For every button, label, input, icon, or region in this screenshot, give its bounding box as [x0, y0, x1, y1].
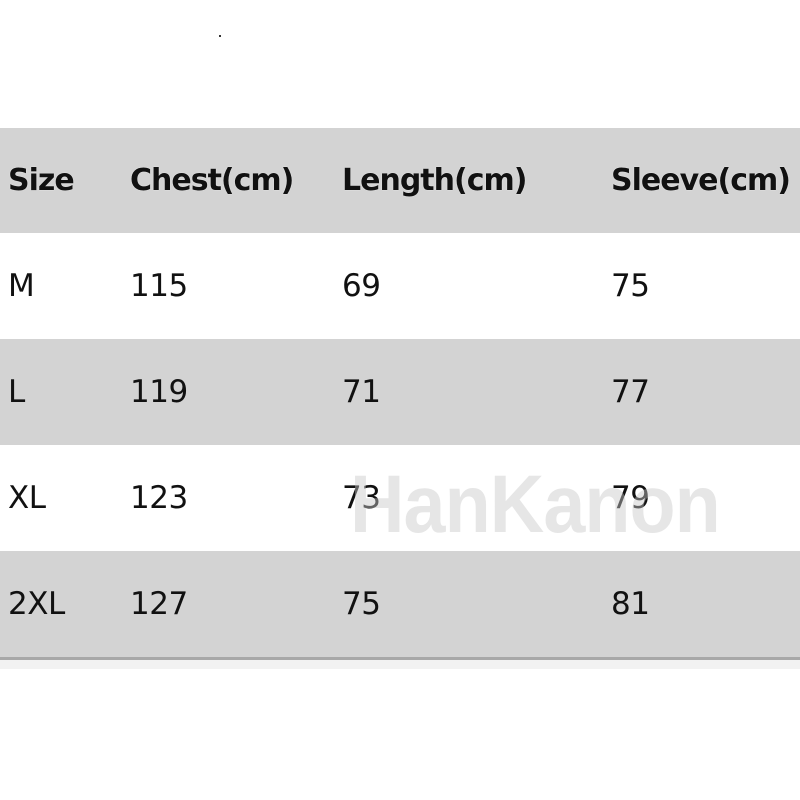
cell-sleeve: 79: [611, 480, 650, 516]
cell-chest: 119: [130, 374, 188, 410]
cell-chest: 123: [130, 480, 188, 516]
header-size: Size: [8, 163, 75, 198]
stray-dot: [219, 35, 221, 37]
header-chest: Chest(cm): [130, 163, 294, 198]
table-row: XL 123 73 79: [0, 445, 800, 551]
cell-sleeve: 75: [611, 268, 650, 304]
size-chart-table: Size Chest(cm) Length(cm) Sleeve(cm) M 1…: [0, 128, 800, 669]
cell-sleeve: 77: [611, 374, 650, 410]
cell-length: 73: [342, 480, 381, 516]
cell-length: 75: [342, 586, 381, 622]
cell-size: M: [8, 268, 35, 304]
cell-size: XL: [8, 480, 46, 516]
cell-length: 71: [342, 374, 381, 410]
cell-sleeve: 81: [611, 586, 650, 622]
cell-size: 2XL: [8, 586, 65, 622]
cell-size: L: [8, 374, 25, 410]
table-header-row: Size Chest(cm) Length(cm) Sleeve(cm): [0, 128, 800, 233]
header-length: Length(cm): [342, 163, 527, 198]
table-row: M 115 69 75: [0, 233, 800, 339]
table-row: L 119 71 77: [0, 339, 800, 445]
cell-chest: 127: [130, 586, 188, 622]
header-sleeve: Sleeve(cm): [611, 163, 791, 198]
cell-chest: 115: [130, 268, 188, 304]
cell-length: 69: [342, 268, 381, 304]
table-bottom-shadow: [0, 660, 800, 669]
table-bottom-border: [0, 657, 800, 660]
table-row: 2XL 127 75 81: [0, 551, 800, 657]
